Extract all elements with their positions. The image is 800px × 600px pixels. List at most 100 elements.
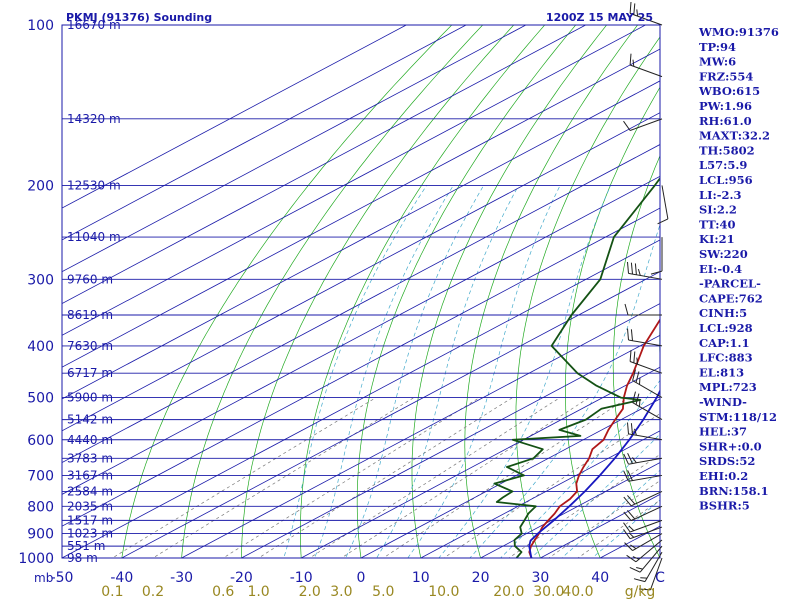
height-label: 2035 m bbox=[67, 499, 113, 513]
moist-adiabat-line bbox=[561, 469, 660, 558]
mixing-ratio-label: 5.0 bbox=[372, 584, 394, 600]
mixing-ratio-line bbox=[257, 397, 513, 558]
temp-tick-label: 30 bbox=[531, 570, 549, 586]
wind-barb-feather bbox=[630, 329, 633, 341]
pressure-tick-label: 400 bbox=[27, 339, 54, 355]
mixing-ratio-label: g/kg bbox=[625, 584, 656, 600]
dewpoint-line bbox=[493, 176, 660, 558]
index-list: WMO:91376TP:94MW:6FRZ:554WBO:615PW:1.96R… bbox=[698, 25, 779, 513]
dry-adiabat-line bbox=[464, 25, 639, 558]
height-label: 1023 m bbox=[67, 527, 113, 541]
wind-barb-staff bbox=[629, 361, 663, 374]
index-item: RH:61.0 bbox=[699, 114, 752, 128]
isotherm-line bbox=[62, 112, 660, 432]
pressure-tick-label: 900 bbox=[27, 527, 54, 543]
sounding-profiles bbox=[493, 176, 660, 558]
parcel-line bbox=[528, 389, 660, 558]
wind-barbs bbox=[623, 1, 669, 591]
dry-adiabat-line bbox=[411, 25, 608, 558]
height-label: 6717 m bbox=[67, 366, 113, 380]
mixing-ratio-line bbox=[548, 480, 660, 558]
moist-adiabat-line bbox=[314, 185, 454, 558]
wind-barb-staff bbox=[628, 272, 663, 280]
isotherm-line bbox=[62, 239, 660, 558]
wind-barb-feather bbox=[630, 544, 637, 550]
height-label: 1517 m bbox=[67, 513, 113, 527]
wind-barb-feather bbox=[623, 511, 632, 522]
wind-barb bbox=[629, 1, 663, 26]
wind-barb-feather bbox=[635, 393, 640, 405]
wind-barb-feather bbox=[632, 369, 636, 381]
temp-tick-label: -40 bbox=[110, 570, 133, 586]
index-item: WBO:615 bbox=[698, 84, 760, 98]
temp-tick-label: -30 bbox=[170, 570, 193, 586]
dry-adiabat-line bbox=[241, 25, 515, 558]
index-item: BSHR:5 bbox=[699, 499, 750, 513]
mixing-ratio-line bbox=[111, 397, 377, 558]
wind-barb-feather bbox=[628, 525, 635, 531]
wind-barb-feather bbox=[633, 578, 646, 583]
height-label: 7630 m bbox=[67, 339, 113, 353]
dry-adiabat-line bbox=[181, 25, 484, 558]
wind-barb-feather bbox=[638, 588, 651, 591]
wind-barb-feather bbox=[623, 529, 631, 539]
isotherm-line bbox=[62, 207, 660, 527]
temperature-line bbox=[528, 318, 660, 558]
index-item: TH:5802 bbox=[699, 143, 755, 157]
index-item: EHI:0.2 bbox=[699, 469, 748, 483]
index-item: STM:118/12 bbox=[699, 410, 777, 424]
height-label: 8619 m bbox=[67, 308, 113, 322]
index-item: PW:1.96 bbox=[699, 99, 752, 113]
index-item: FRZ:554 bbox=[699, 69, 753, 83]
mixing-ratio-label: 0.2 bbox=[142, 584, 164, 600]
wind-barb bbox=[629, 53, 663, 78]
index-item: MAXT:32.2 bbox=[699, 129, 770, 143]
moist-adiabat-line bbox=[345, 185, 484, 558]
index-item: TT:40 bbox=[699, 217, 736, 231]
wind-barb-feather bbox=[627, 452, 633, 464]
index-item: HEL:37 bbox=[699, 425, 747, 439]
height-label: 3167 m bbox=[67, 468, 113, 482]
temp-tick-label: C bbox=[655, 570, 665, 586]
height-label: 5900 m bbox=[67, 391, 113, 405]
wind-barb-feather bbox=[630, 423, 633, 435]
moist-adiabat-line bbox=[376, 185, 519, 558]
wind-barb bbox=[627, 422, 663, 441]
wind-barb-staff bbox=[629, 12, 663, 26]
wind-barb bbox=[633, 551, 663, 583]
wind-barb-staff bbox=[629, 526, 663, 540]
index-item: -PARCEL- bbox=[699, 277, 761, 291]
dry-adiabat-line bbox=[612, 154, 660, 558]
wind-barb-feather bbox=[629, 566, 641, 573]
height-label: 9760 m bbox=[67, 272, 113, 286]
pressure-tick-label: 1000 bbox=[18, 551, 54, 567]
moist-adiabat-line bbox=[283, 185, 427, 558]
mixing-ratio-line bbox=[577, 499, 660, 558]
mixing-ratio-label: 2.0 bbox=[299, 584, 321, 600]
wind-barb bbox=[624, 303, 663, 316]
wind-barb-feather bbox=[623, 496, 632, 507]
wind-barb bbox=[650, 237, 663, 275]
wind-barb bbox=[623, 526, 663, 540]
wind-barb-feather bbox=[632, 391, 636, 403]
wind-barb-feather bbox=[623, 470, 629, 482]
wind-barb-feather bbox=[627, 470, 633, 481]
wind-barb-feather bbox=[635, 371, 640, 383]
mixing-ratio-line bbox=[309, 397, 561, 558]
wind-barb-staff bbox=[632, 533, 663, 552]
wind-barb-feather bbox=[623, 522, 631, 533]
wind-barb-feather bbox=[629, 350, 632, 362]
isotherm-line bbox=[62, 25, 646, 336]
wind-barb-feather bbox=[627, 261, 629, 274]
wind-barb-feather bbox=[631, 457, 637, 464]
index-item: SW:220 bbox=[699, 247, 748, 261]
mixing-ratio-line bbox=[508, 454, 660, 558]
isotherm-line bbox=[62, 175, 660, 495]
wind-barb-staff bbox=[628, 339, 663, 347]
wind-barb bbox=[632, 369, 663, 398]
index-item: BRN:158.1 bbox=[699, 484, 769, 498]
height-label: 2584 m bbox=[67, 484, 113, 498]
wind-barb-feather bbox=[623, 120, 631, 131]
